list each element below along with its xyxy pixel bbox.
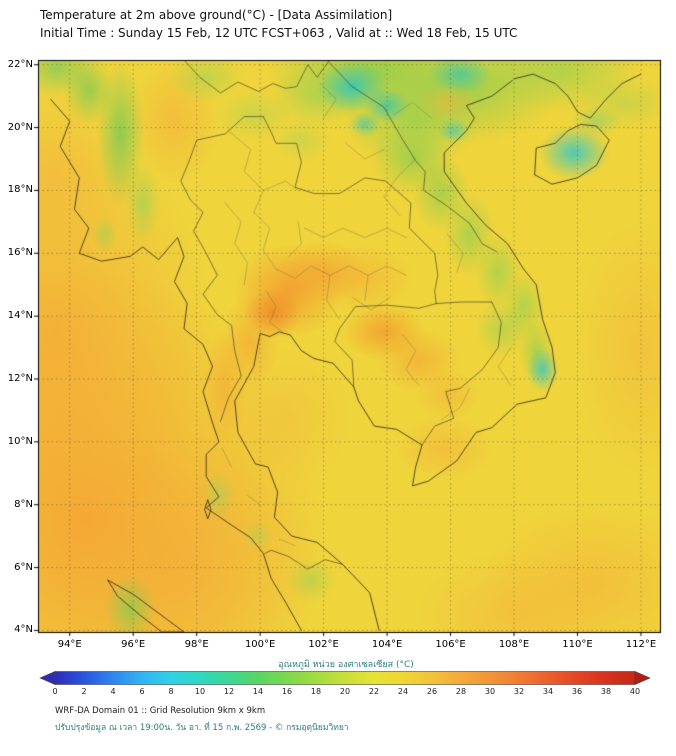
footer-grid-info: WRF-DA Domain 01 :: Grid Resolution 9km … [55,706,266,716]
lon-tick-label: 102°E [308,639,339,650]
temperature-map-canvas [0,48,676,640]
colorbar-tick-label: 14 [252,687,264,696]
lat-tick-label: 16°N [7,247,33,259]
colorbar-tick-label: 32 [513,687,525,696]
colorbar-tick-label: 16 [281,687,293,696]
lon-tick-label: 96°E [121,639,146,650]
colorbar-tick-label: 30 [484,687,496,696]
colorbar-tick-label: 20 [339,687,351,696]
colorbar-tick-label: 8 [168,687,174,696]
lat-tick-label: 14°N [7,310,33,322]
lon-tick-label: 94°E [57,639,82,650]
colorbar-tick-label: 24 [397,687,409,696]
colorbar-tick-label: 28 [455,687,467,696]
colorbar-tick-label: 2 [81,687,87,696]
colorbar-tick-label: 12 [223,687,235,696]
colorbar-tick-label: 36 [571,687,583,696]
colorbar-left-arrow [39,671,56,685]
lon-tick-label: 98°E [184,639,209,650]
colorbar-tick-label: 0 [52,687,58,696]
colorbar-tick-label: 6 [139,687,145,696]
page-subtitle: Initial Time : Sunday 15 Feb, 12 UTC FCS… [40,26,518,40]
colorbar-gradient-bar [54,671,636,685]
lat-tick-label: 22°N [7,58,33,70]
page-title: Temperature at 2m above ground(°C) - [Da… [40,8,393,22]
lon-tick-label: 106°E [435,639,466,650]
footer-update-info: ปรับปรุงข้อมูล ณ เวลา 19:00น. วัน อา. ที… [55,723,349,733]
lon-tick-label: 112°E [625,639,657,650]
lat-tick-label: 12°N [7,373,33,384]
lon-tick-label: 108°E [498,639,530,650]
colorbar-tick-label: 4 [110,687,116,696]
lat-tick-label: 6°N [14,561,33,573]
lat-tick-label: 8°N [14,498,33,510]
header: Temperature at 2m above ground(°C) - [Da… [40,6,517,42]
lat-tick-label: 4°N [14,624,33,636]
colorbar-tick-label: 26 [426,687,438,696]
colorbar-tick-label: 22 [368,687,380,696]
lat-tick-label: 20°N [7,121,33,133]
colorbar-tick-label: 10 [194,687,206,696]
colorbar-tick-label: 18 [310,687,322,696]
colorbar-tick-labels: 0 2 4 6 8 10 12 14 16 18 20 22 24 26 28 30 32 34 36 38 40 [0,687,676,699]
lon-tick-label: 110°E [562,639,593,650]
lon-tick-label: 100°E [244,639,276,650]
colorbar [39,671,651,685]
colorbar-tick-label: 40 [629,687,641,696]
colorbar-tick-label: 34 [542,687,554,696]
colorbar-title: อุณหภูมิ หน่วย องศาเซลเซียส (°C) [278,660,414,670]
colorbar-right-arrow [634,671,651,685]
colorbar-tick-label: 38 [600,687,612,696]
lat-tick-label: 18°N [7,184,33,196]
lon-tick-label: 104°E [371,639,403,650]
lat-tick-label: 10°N [7,435,33,447]
